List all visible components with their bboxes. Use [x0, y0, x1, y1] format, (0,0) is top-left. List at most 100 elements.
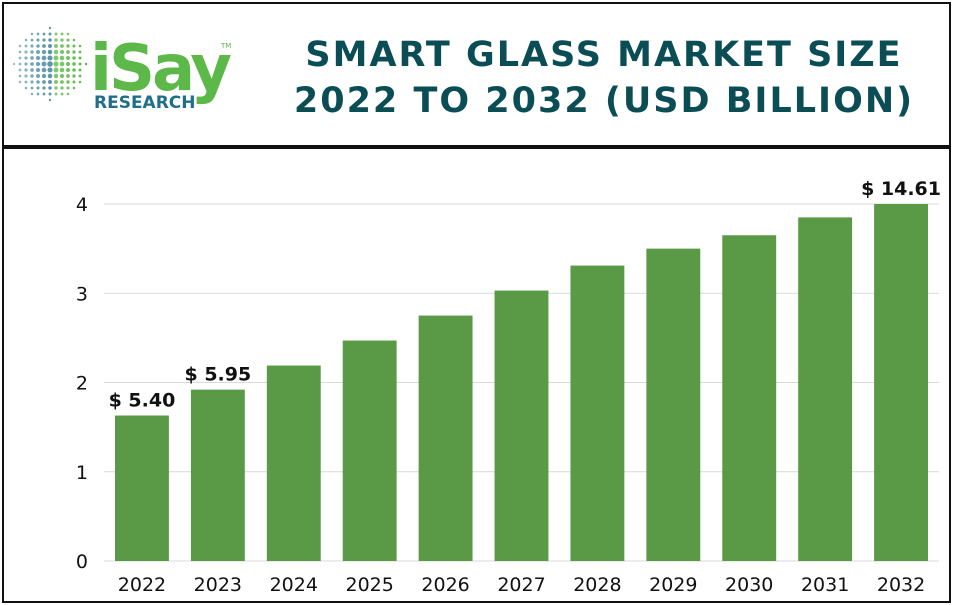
- logo-dot: [54, 86, 58, 90]
- logo-dot: [66, 32, 70, 36]
- x-tick-label: 2027: [497, 574, 545, 596]
- logo-dot: [72, 74, 76, 78]
- bar-chart: 0 1 2 3 4 2022 $ 5.40 2023 $ 5.95 2024 2025 2026 202…: [76, 178, 941, 596]
- bar: [494, 290, 549, 561]
- logo-dot: [35, 55, 41, 61]
- x-tick-label: 2025: [346, 574, 394, 596]
- logo-dot: [53, 67, 59, 73]
- logo-dot: [30, 56, 34, 60]
- logo-dot: [36, 86, 40, 90]
- logo-dot: [54, 80, 58, 84]
- logo-dot: [24, 86, 28, 90]
- logo-dot: [48, 38, 52, 42]
- bar: [418, 315, 473, 561]
- x-tick-label: 2026: [421, 574, 469, 596]
- logo-dot: [48, 92, 52, 96]
- logo-dot: [18, 50, 22, 54]
- logo-dot: [36, 80, 40, 84]
- logo-dot: [59, 73, 65, 79]
- x-tick-label: 2022: [118, 574, 166, 596]
- logo-dot: [47, 55, 53, 61]
- logo-dot: [60, 44, 64, 48]
- logo-dot: [66, 50, 70, 54]
- logo-dot: [48, 80, 52, 84]
- logo-dot: [72, 80, 76, 84]
- x-tick-label: 2028: [573, 574, 621, 596]
- y-tick-label: 1: [76, 462, 88, 484]
- logo-subtitle: RESEARCH: [94, 93, 196, 112]
- logo-dot: [24, 44, 28, 48]
- logo-dot: [30, 92, 34, 96]
- logo-dot: [54, 44, 58, 48]
- logo-dot: [60, 92, 64, 96]
- logo-dot: [65, 55, 71, 61]
- logo-dot: [47, 49, 53, 55]
- logo-dot: [78, 74, 82, 78]
- logo-dot: [18, 56, 22, 60]
- logo-dot: [53, 73, 59, 79]
- y-tick-label: 4: [76, 194, 88, 216]
- logo-brand: iSay: [90, 32, 231, 106]
- logo-dot: [59, 49, 65, 55]
- logo-dot: [36, 38, 40, 42]
- logo-dot: [84, 62, 88, 66]
- logo-dot: [66, 38, 70, 42]
- logo-dot: [66, 74, 70, 78]
- logo-dot: [48, 86, 52, 90]
- logo-dot: [47, 61, 53, 67]
- header-panel: iSay TM RESEARCH SMART GLASS MARKET SIZE…: [2, 2, 951, 147]
- logo-dot: [12, 62, 16, 66]
- logo-dot: [78, 56, 82, 60]
- logo-dot: [78, 50, 82, 54]
- bar: [266, 365, 321, 561]
- logo-dot: [30, 74, 34, 78]
- logo-dot: [66, 44, 70, 48]
- logo-dot: [53, 61, 59, 67]
- logo-dot: [18, 62, 22, 66]
- isay-research-logo: iSay TM RESEARCH: [10, 12, 240, 112]
- bar: [798, 217, 853, 561]
- data-label: $ 5.40: [109, 390, 176, 412]
- bar: [874, 204, 928, 561]
- logo-dot: [42, 86, 46, 90]
- logo-dot: [30, 68, 34, 72]
- title-line-1: SMART GLASS MARKET SIZE: [305, 35, 903, 75]
- x-tick-label: 2030: [725, 574, 773, 596]
- y-tick-label: 2: [76, 373, 88, 395]
- logo-dot: [36, 92, 40, 96]
- logo-dot: [36, 44, 40, 48]
- logo-dot: [18, 44, 22, 48]
- logo-dot: [24, 38, 28, 42]
- logo-dot: [24, 80, 28, 84]
- title-line-2: 2022 TO 2032 (USD BILLION): [293, 81, 915, 121]
- logo-dot: [35, 67, 41, 73]
- logo-dot: [72, 56, 76, 60]
- x-tick-label: 2031: [801, 574, 849, 596]
- x-tick-label: 2029: [649, 574, 697, 596]
- logo-dot: [48, 98, 52, 102]
- logo-dot: [78, 80, 82, 84]
- logo-dot: [24, 50, 28, 54]
- logo-dot: [41, 73, 47, 79]
- logo-dot: [42, 80, 46, 84]
- logo-dot: [24, 56, 28, 60]
- bar: [115, 415, 169, 561]
- logo-dot: [24, 62, 28, 66]
- logo-dot: [30, 44, 34, 48]
- bar: [570, 265, 625, 561]
- logo-dot: [48, 26, 52, 30]
- y-tick-label: 0: [76, 551, 88, 573]
- logo-dot: [18, 68, 22, 72]
- logo-dot: [30, 38, 34, 42]
- logo-dot: [30, 86, 34, 90]
- logo-dot: [59, 55, 65, 61]
- logo-dot: [42, 92, 46, 96]
- logo-dot: [72, 62, 76, 66]
- logo-dot: [30, 32, 34, 36]
- logo-dot: [65, 67, 71, 73]
- logo-dot: [66, 80, 70, 84]
- logo-dot: [72, 50, 76, 54]
- logo-dot: [24, 68, 28, 72]
- data-label: $ 5.95: [185, 364, 252, 386]
